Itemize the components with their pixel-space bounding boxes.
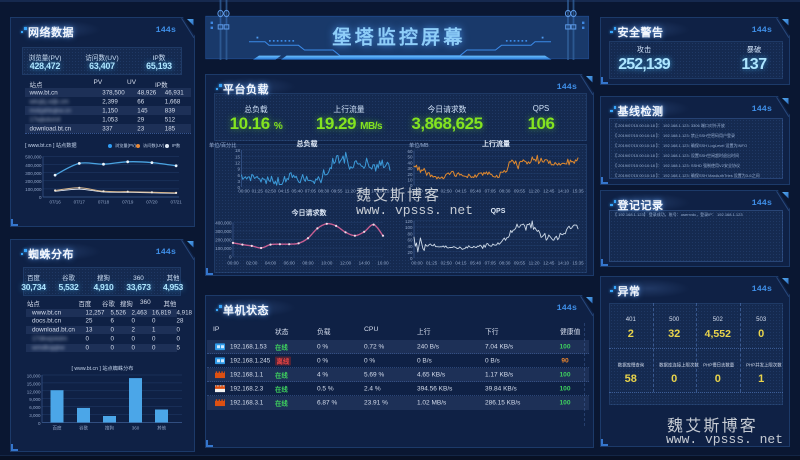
svg-text:堡塔监控屏幕: 堡塔监控屏幕 [332,26,465,49]
